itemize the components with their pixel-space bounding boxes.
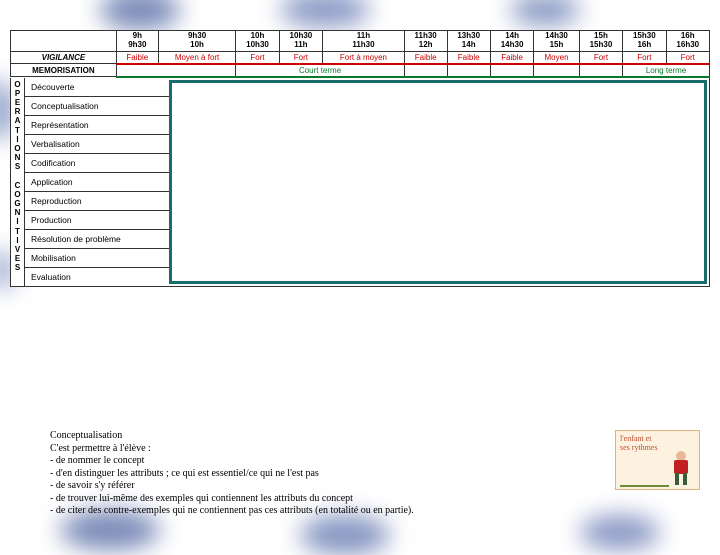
time-slot-header: 11h3012h: [404, 31, 447, 52]
operation-row: Application: [25, 173, 169, 192]
memorisation-label: MEMORISATION: [11, 64, 117, 77]
memorisation-cell: [447, 64, 490, 77]
vigilance-cell: Moyen à fort: [158, 51, 236, 64]
time-slot-header: 10h10h30: [236, 31, 279, 52]
operation-row: Evaluation: [25, 268, 169, 286]
vigilance-cell: Faible: [490, 51, 533, 64]
time-slot-header: 15h15h30: [579, 31, 622, 52]
memorisation-cell: [116, 64, 236, 77]
time-slot-header: 13h3014h: [447, 31, 490, 52]
vigilance-cell: Fort: [666, 51, 709, 64]
time-slot-header: 16h16h30: [666, 31, 709, 52]
time-slot-header: 11h11h30: [323, 31, 405, 52]
operation-row: Découverte: [25, 78, 169, 97]
content-panel: [169, 80, 707, 284]
vigilance-cell: Moyen: [534, 51, 579, 64]
time-slot-header: 15h3016h: [623, 31, 666, 52]
vigilance-label: VIGILANCE: [11, 51, 117, 64]
child-icon: [669, 451, 693, 487]
footnote: Conceptualisation C'est permettre à l'él…: [50, 430, 550, 518]
schedule-sheet: 9h9h309h3010h10h10h3010h3011h11h11h3011h…: [10, 30, 710, 287]
footnote-item: - de nommer le concept: [50, 455, 550, 468]
memorisation-cell: [404, 64, 447, 77]
empty-corner: [11, 31, 117, 52]
time-slot-header: 14h3015h: [534, 31, 579, 52]
operation-row: Représentation: [25, 116, 169, 135]
operations-column: DécouverteConceptualisationReprésentatio…: [25, 78, 169, 286]
footnote-item: - de savoir s'y référer: [50, 480, 550, 493]
operations-side-label: OPERATIONS COGNITIVES: [11, 78, 25, 286]
operation-row: Résolution de problème: [25, 230, 169, 249]
footnote-intro: C'est permettre à l'élève :: [50, 443, 550, 456]
operation-row: Codification: [25, 154, 169, 173]
vigilance-row: VIGILANCE FaibleMoyen à fortFortFortFort…: [11, 51, 710, 64]
vigilance-cell: Faible: [116, 51, 158, 64]
operations-block: OPERATIONS COGNITIVES DécouverteConceptu…: [10, 78, 710, 287]
vigilance-cell: Fort: [623, 51, 666, 64]
vigilance-cell: Fort: [236, 51, 279, 64]
vigilance-cell: Fort: [579, 51, 622, 64]
vigilance-cell: Faible: [447, 51, 490, 64]
vigilance-cell: Faible: [404, 51, 447, 64]
logo-ground: [620, 485, 669, 487]
memorisation-cell: Court terme: [236, 64, 404, 77]
operation-row: Mobilisation: [25, 249, 169, 268]
logo-card: l'enfant et ses rythmes: [615, 430, 700, 490]
time-slot-header: 9h9h30: [116, 31, 158, 52]
footnote-item: - d'en distinguer les attributs ; ce qui…: [50, 468, 550, 481]
schedule-table: 9h9h309h3010h10h10h3010h3011h11h11h3011h…: [10, 30, 710, 78]
operation-row: Production: [25, 211, 169, 230]
vigilance-cell: Fort: [279, 51, 322, 64]
operation-row: Reproduction: [25, 192, 169, 211]
memorisation-cell: [579, 64, 622, 77]
time-slot-header: 10h3011h: [279, 31, 322, 52]
footnote-item: - de trouver lui-même des exemples qui c…: [50, 493, 550, 506]
bg-cloud: [580, 515, 660, 550]
memorisation-row: MEMORISATION Court terme Long terme: [11, 64, 710, 77]
memorisation-cell: [534, 64, 579, 77]
bg-cloud: [510, 0, 580, 25]
operation-row: Conceptualisation: [25, 97, 169, 116]
bg-cloud: [300, 515, 390, 555]
operation-row: Verbalisation: [25, 135, 169, 154]
footnote-item: - de citer des contre-exemples qui ne co…: [50, 505, 550, 518]
time-header-row: 9h9h309h3010h10h10h3010h3011h11h11h3011h…: [11, 31, 710, 52]
time-slot-header: 9h3010h: [158, 31, 236, 52]
vigilance-cell: Fort à moyen: [323, 51, 405, 64]
time-slot-header: 14h14h30: [490, 31, 533, 52]
bg-cloud: [280, 0, 370, 27]
bg-cloud: [100, 0, 180, 30]
memorisation-cell: [490, 64, 533, 77]
memorisation-cell: Long terme: [623, 64, 710, 77]
footnote-title: Conceptualisation: [50, 430, 550, 443]
